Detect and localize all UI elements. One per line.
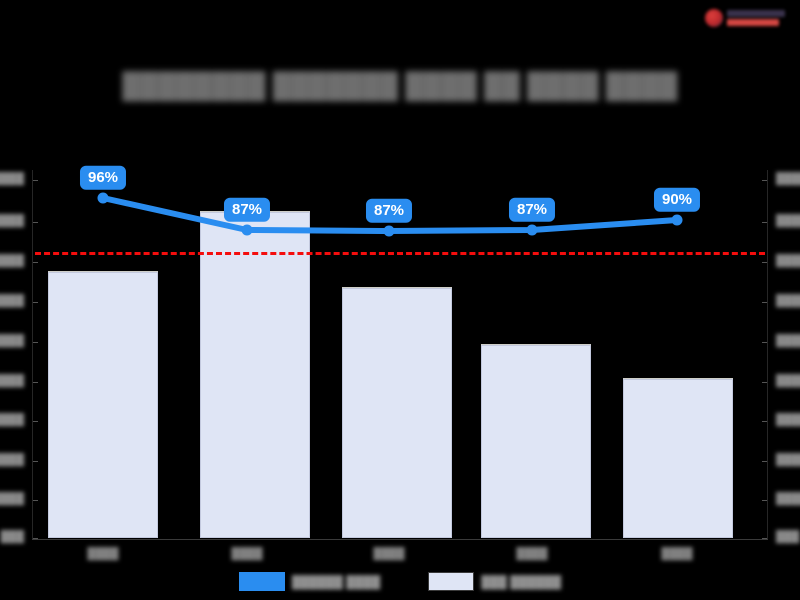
legend-swatch-line-icon — [238, 572, 285, 591]
line-data-label: 87% — [365, 198, 413, 223]
y-axis-left-tick-label: ████ — [0, 375, 24, 387]
y-axis-left-tick — [33, 461, 38, 462]
y-axis-right-tick-label: ███ — [776, 531, 800, 543]
x-axis-category-label: ████ — [373, 548, 405, 560]
y-axis-left-line — [32, 170, 33, 540]
y-axis-left-tick-label: ████ — [0, 335, 24, 347]
y-axis-right-tick — [762, 461, 767, 462]
brand-logo — [705, 4, 795, 32]
line-data-label: 90% — [653, 187, 701, 212]
y-axis-right-tick-label: ████ — [776, 375, 800, 387]
y-axis-left-tick — [33, 302, 38, 303]
y-axis-right-tick — [762, 180, 767, 181]
chart-legend: ██████ ████ ███ ██████ — [0, 572, 800, 591]
y-axis-right-tick — [762, 421, 767, 422]
line-data-label: 96% — [79, 165, 127, 190]
y-axis-left-tick — [33, 538, 38, 539]
x-axis-line — [32, 539, 768, 540]
y-axis-right-tick — [762, 342, 767, 343]
x-axis-category-label: ████ — [231, 548, 263, 560]
y-axis-left-tick — [33, 421, 38, 422]
y-axis-left-tick-label: ████ — [0, 173, 24, 185]
y-axis-left-tick-label: ████ — [0, 414, 24, 426]
y-axis-left-tick-label: ████ — [0, 295, 24, 307]
brand-wordmark — [727, 10, 785, 26]
y-axis-left-tick-label: ████ — [0, 215, 24, 227]
y-axis-right-tick-label: ████ — [776, 335, 800, 347]
line-series-markers — [97, 192, 683, 237]
line-marker[interactable] — [526, 224, 538, 236]
y-axis-right-tick-label: ████ — [776, 295, 800, 307]
bar[interactable] — [48, 272, 158, 538]
y-axis-right-tick-label: ████ — [776, 414, 800, 426]
y-axis-left-tick-label: ████ — [0, 255, 24, 267]
x-axis-category-label: ████ — [87, 548, 119, 560]
line-marker[interactable] — [241, 224, 253, 236]
y-axis-left-tick-label: ████ — [0, 454, 24, 466]
line-data-label: 87% — [223, 197, 271, 222]
y-axis-left-tick-label: ███ — [0, 531, 24, 543]
y-axis-right-tick — [762, 262, 767, 263]
x-axis-category-label: ████ — [516, 548, 548, 560]
y-axis-right-tick — [762, 382, 767, 383]
y-axis-left-tick — [33, 382, 38, 383]
legend-item-line[interactable]: ██████ ████ — [238, 572, 381, 591]
legend-label-bar: ███ ██████ — [481, 574, 562, 589]
line-data-label: 87% — [508, 197, 556, 222]
brand-circle-mark-icon — [705, 9, 723, 27]
y-axis-left-tick — [33, 262, 38, 263]
bar[interactable] — [623, 379, 733, 538]
legend-item-bar[interactable]: ███ ██████ — [428, 572, 561, 591]
y-axis-right-tick-label: ████ — [776, 215, 800, 227]
y-axis-left-tick — [33, 222, 38, 223]
y-axis-right-tick-label: ████ — [776, 454, 800, 466]
y-axis-left-tick — [33, 180, 38, 181]
chart-title: ████████ ███████ ████ ██ ████ ████ — [122, 72, 678, 100]
bar[interactable] — [481, 345, 591, 538]
line-marker[interactable] — [97, 192, 109, 204]
target-threshold-line — [35, 252, 765, 255]
bar[interactable] — [200, 212, 310, 538]
y-axis-right-line — [767, 170, 768, 540]
line-marker[interactable] — [671, 214, 683, 226]
y-axis-right-tick-label: ████ — [776, 493, 800, 505]
y-axis-left-tick — [33, 500, 38, 501]
y-axis-right-tick-label: ████ — [776, 255, 800, 267]
y-axis-right-tick — [762, 538, 767, 539]
y-axis-right-tick — [762, 500, 767, 501]
line-marker[interactable] — [383, 225, 395, 237]
legend-label-line: ██████ ████ — [291, 574, 381, 589]
y-axis-right-tick — [762, 222, 767, 223]
y-axis-left-tick — [33, 342, 38, 343]
x-axis-category-label: ████ — [661, 548, 693, 560]
line-series — [97, 192, 683, 237]
plot-area: ███ ███ ███ ███ ███ ███ ███ ███ ███ ███ ███ ███ ███ … — [0, 165, 800, 560]
y-axis-right-tick — [762, 302, 767, 303]
y-axis-right-tick-label: ████ — [776, 173, 800, 185]
legend-swatch-bar-icon — [428, 572, 475, 591]
bar[interactable] — [342, 288, 452, 538]
y-axis-left-tick-label: ████ — [0, 493, 24, 505]
